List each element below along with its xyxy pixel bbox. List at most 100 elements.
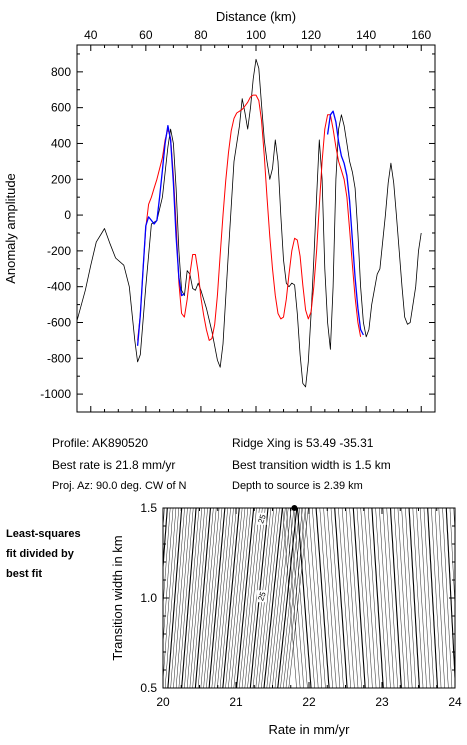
anomaly-x-axis-label: Distance (km) [216, 9, 296, 24]
x-tick-label: 23 [375, 695, 389, 709]
anomaly-chart-frame [76, 44, 436, 413]
x-tick-label: 60 [139, 28, 153, 42]
contour-line [247, 508, 352, 688]
contour-line [167, 508, 455, 688]
contour-labels: 25 25 [256, 512, 268, 603]
anomaly-series [76, 58, 422, 388]
contour-label: 25 [256, 513, 268, 525]
contour-caption: Least-squares fit divided by best fit [6, 524, 81, 584]
contour-line [266, 508, 326, 688]
contour-line [225, 508, 380, 688]
y-tick-label: 1.5 [140, 501, 157, 515]
contour-line [274, 508, 315, 688]
x-tick-label: 140 [356, 28, 376, 42]
contour-line [272, 508, 319, 688]
contour-line [255, 508, 341, 688]
contour-line [170, 508, 453, 688]
contour-line [206, 508, 406, 688]
contour-line [173, 508, 449, 688]
contour-caption-line: Least-squares [6, 528, 81, 540]
contour-line [163, 508, 455, 684]
contour-label-bg [256, 512, 267, 525]
contour-line [228, 508, 377, 688]
contour-line [200, 508, 413, 688]
contour-line [244, 508, 355, 688]
contour-line [192, 508, 424, 688]
contour-line [164, 508, 455, 688]
y-tick-label: -200 [47, 244, 71, 258]
contour-line [163, 508, 455, 509]
x-tick-label: 21 [229, 695, 243, 709]
contour-line [239, 508, 362, 688]
y-tick-label: -400 [47, 280, 71, 294]
y-tick-label: -1000 [40, 387, 71, 401]
contour-line [236, 508, 366, 688]
contour-line [214, 508, 395, 688]
contour-line [163, 508, 455, 509]
y-tick-label: 800 [51, 65, 71, 79]
best-fit-marker [291, 505, 298, 511]
contour-line [233, 508, 370, 688]
contour-line [211, 508, 398, 688]
contour-line [230, 508, 373, 688]
contour-line [261, 508, 333, 688]
contour-line [175, 508, 445, 688]
contour-caption-line: best fit [6, 568, 43, 580]
projection-label: Proj. Az: 90.0 deg. CW of N [52, 480, 187, 492]
misfit-contours [163, 508, 455, 688]
misfit-x-axis-label: Rate in mm/yr [269, 722, 351, 737]
contour-line [208, 508, 402, 688]
anomaly-y-axis-label: Anomaly amplitude [3, 173, 18, 284]
profile-label: Profile: AK890520 [52, 436, 149, 450]
x-tick-label: 20 [156, 695, 170, 709]
y-tick-label: 200 [51, 172, 71, 186]
x-tick-label: 120 [301, 28, 321, 42]
best-rate-label: Best rate is 21.8 mm/yr [52, 458, 176, 472]
misfit-y-axis-label: Transition width in km [110, 535, 125, 660]
depth-label: Depth to source is 2.39 km [232, 480, 363, 492]
y-tick-label: 0.5 [140, 681, 157, 695]
y-tick-label: -600 [47, 315, 71, 329]
contour-label-bg [256, 590, 267, 603]
contour-label: 25 [256, 590, 268, 602]
fit-window-line [136, 124, 185, 346]
y-tick-label: -800 [47, 351, 71, 365]
contour-line [194, 508, 420, 688]
x-tick-label: 100 [246, 28, 266, 42]
x-tick-label: 22 [302, 695, 316, 709]
x-tick-label: 24 [448, 695, 462, 709]
contour-caption-line: fit divided by [6, 548, 74, 560]
contour-line [181, 508, 439, 688]
y-tick-label: 0 [64, 208, 71, 222]
contour-line [280, 508, 308, 688]
contour-line [189, 508, 427, 688]
misfit-y-axis: 0.5 1.0 1.5 [140, 501, 455, 695]
contour-line [163, 508, 455, 509]
contour-line [219, 508, 388, 688]
y-tick-label: 600 [51, 101, 71, 115]
contour-line [241, 508, 359, 688]
y-tick-label: 1.0 [140, 591, 157, 605]
contour-line [178, 508, 442, 688]
contour-line [203, 508, 409, 688]
contour-line [184, 508, 435, 688]
misfit-x-axis: 20 21 22 23 24 [156, 508, 462, 709]
contour-line [282, 508, 305, 688]
contour-line [285, 508, 306, 688]
anomaly-x-axis: 40 60 80 100 120 140 160 [84, 28, 432, 412]
contour-line [269, 508, 323, 688]
contour-line [249, 508, 348, 688]
best-width-label: Best transition width is 1.5 km [232, 458, 391, 472]
anomaly-chart: 40 60 80 100 120 140 160 -1000 -800 -600 -400 -200… [3, 9, 436, 413]
contour-line [186, 508, 431, 688]
contour-line [258, 508, 337, 688]
contour-line [197, 508, 417, 688]
observed-profile-line [76, 58, 422, 388]
contour-line [263, 508, 330, 688]
contour-line [217, 508, 391, 688]
x-tick-label: 40 [84, 28, 98, 42]
x-tick-label: 160 [411, 28, 431, 42]
y-tick-label: 400 [51, 136, 71, 150]
